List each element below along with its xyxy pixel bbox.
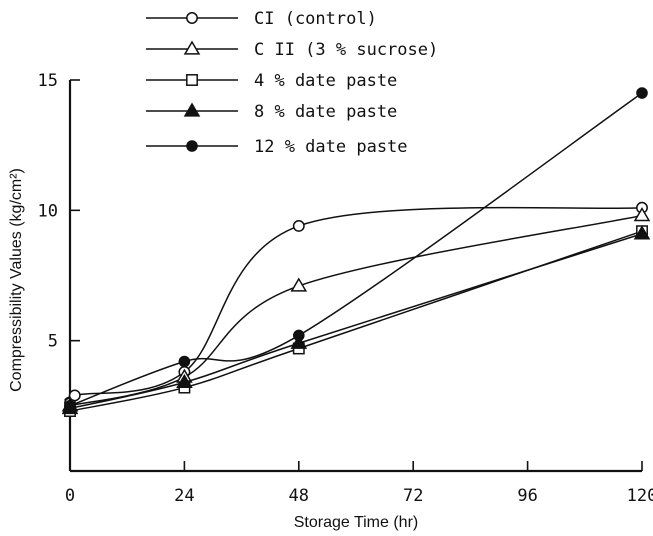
legend-marker (186, 74, 198, 86)
x-tick-label: 96 (517, 486, 537, 506)
y-tick-label: 10 (38, 201, 58, 221)
data-point (68, 389, 81, 402)
series-line (69, 233, 643, 410)
data-point (292, 220, 305, 232)
series-ci-control (64, 201, 648, 410)
x-axis-title: Storage Time (hr) (294, 514, 418, 531)
series-line (69, 92, 643, 407)
legend-label: 4 % date paste (254, 71, 397, 91)
data-point (633, 225, 651, 240)
series-line (69, 230, 643, 412)
legend-item: 12 % date paste (146, 137, 408, 157)
legend-label: 8 % date paste (254, 102, 397, 122)
legend-item: C II (3 % sucrose) (146, 40, 438, 60)
series-12-date-paste (64, 87, 648, 412)
data-point (290, 277, 308, 292)
legend-item: CI (control) (146, 9, 377, 29)
x-tick-label: 48 (289, 486, 309, 506)
data-point (176, 373, 193, 389)
x-tick-label: 24 (174, 486, 194, 506)
legend-marker (183, 102, 201, 117)
legend-marker (186, 12, 198, 24)
x-tick-label: 72 (403, 486, 423, 506)
y-axis-title: Compressibility Values (kg/cm²) (8, 168, 25, 392)
ticks: 0 24 48 72 96 120 5 10 15 (38, 71, 653, 506)
data-point (178, 355, 191, 368)
data-point (64, 400, 76, 412)
series-cii-3-sucrose (61, 207, 651, 412)
x-tick-label: 0 (65, 486, 75, 506)
series-layer (61, 87, 651, 417)
legend-item: 8 % date paste (146, 102, 397, 122)
data-point (636, 87, 648, 99)
series-line (69, 214, 643, 407)
legend-label: 12 % date paste (254, 137, 408, 157)
legend: CI (control) C II (3 % sucrose) 4 % date p… (146, 9, 438, 157)
y-tick-label: 5 (48, 332, 58, 352)
data-point (633, 207, 651, 222)
series-line (64, 206, 643, 404)
legend-marker (183, 40, 201, 55)
y-tick-label: 15 (38, 71, 58, 91)
legend-label: CI (control) (254, 9, 377, 29)
legend-marker (186, 140, 198, 152)
data-point (290, 334, 308, 349)
series-8-date-paste (61, 225, 651, 415)
legend-label: C II (3 % sucrose) (254, 40, 438, 60)
data-point (292, 329, 305, 342)
legend-item: 4 % date paste (146, 71, 397, 91)
x-tick-label: 120 (627, 486, 653, 506)
